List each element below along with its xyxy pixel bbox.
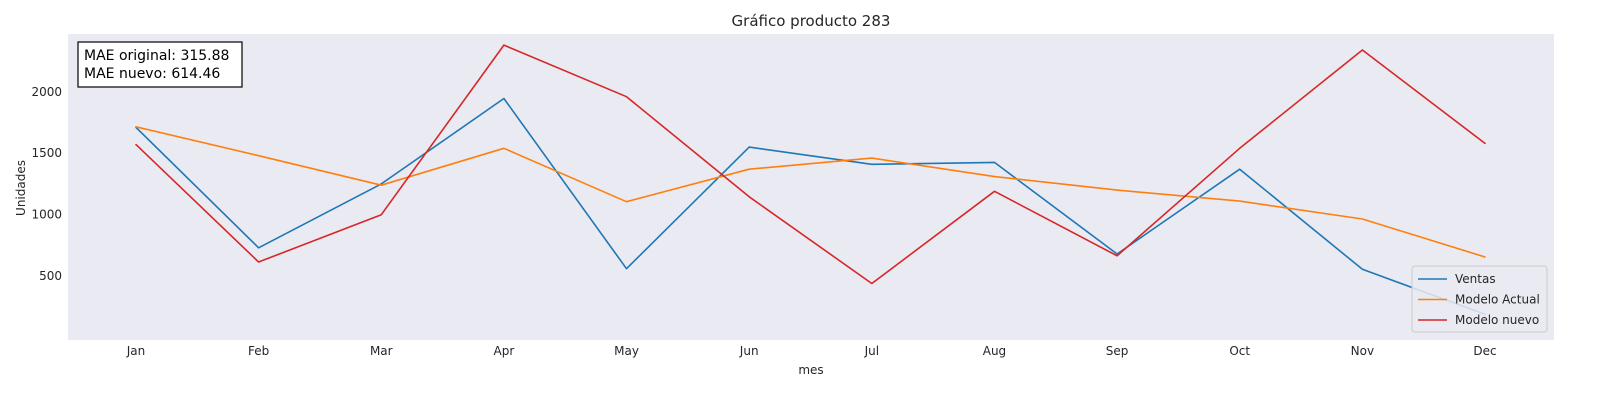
plot-area: [68, 34, 1554, 340]
x-tick-label: Jun: [739, 344, 759, 358]
legend-frame: [1411, 265, 1548, 333]
x-tick-label: Jul: [864, 344, 879, 358]
x-tick-label: Mar: [370, 344, 393, 358]
legend-label: Modelo Actual: [1455, 293, 1540, 307]
x-tick-label: Feb: [248, 344, 269, 358]
y-axis-ticks: 500 1000 1500 2000: [31, 85, 62, 283]
x-axis-label: mes: [798, 363, 823, 377]
y-tick-label: 1000: [31, 208, 62, 222]
mae-nuevo-text: MAE nuevo: 614.46: [84, 66, 220, 82]
chart-title: Gráfico producto 283: [732, 12, 891, 30]
chart-legend: Ventas Modelo Actual Modelo nuevo: [1411, 265, 1548, 333]
x-axis-ticks: Jan Feb Mar Apr May Jun Jul Aug Sep Oct Nov Dec: [126, 344, 1497, 358]
y-tick-label: 2000: [31, 85, 62, 99]
x-tick-label: Apr: [494, 344, 515, 358]
series-line: [135, 44, 1486, 285]
x-tick-label: Oct: [1229, 344, 1250, 358]
x-tick-label: Nov: [1351, 344, 1374, 358]
x-tick-label: Dec: [1473, 344, 1496, 358]
series-line: [135, 126, 1486, 258]
series-line: [135, 97, 1486, 316]
y-tick-label: 1500: [31, 146, 62, 160]
mae-original-text: MAE original: 315.88: [84, 48, 229, 64]
x-tick-label: Sep: [1106, 344, 1129, 358]
y-axis-label: Unidades: [14, 160, 28, 216]
x-tick-label: Jan: [126, 344, 146, 358]
legend-label: Ventas: [1455, 272, 1496, 286]
x-tick-label: Aug: [983, 344, 1006, 358]
x-tick-label: May: [614, 344, 639, 358]
series-lines: [135, 44, 1486, 316]
legend-label: Modelo nuevo: [1455, 313, 1539, 327]
mae-annotation-frame: [77, 41, 243, 88]
y-tick-label: 500: [39, 269, 62, 283]
mae-annotation: MAE original: 315.88 MAE nuevo: 614.46: [77, 41, 243, 88]
